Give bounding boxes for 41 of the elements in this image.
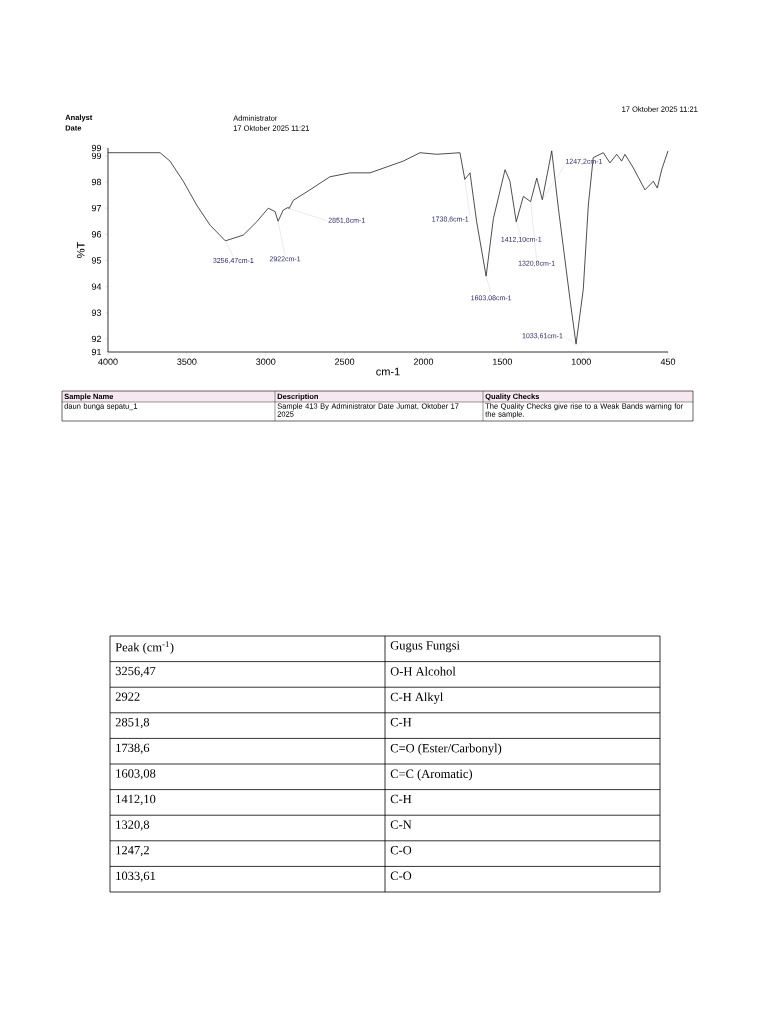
text: 1247,2 xyxy=(116,846,149,857)
text: C=C (Aromatic) xyxy=(390,769,473,781)
x-tick-label: 4000 xyxy=(98,358,118,365)
text: C-H xyxy=(390,718,412,727)
text: Gugus Fungsi xyxy=(390,641,460,653)
text: 1033,61 xyxy=(116,871,156,882)
text: Peak (cm$^{-1}$) xyxy=(115,641,174,654)
y-tick-label: 99 xyxy=(91,152,102,160)
text: 2922 xyxy=(115,692,140,701)
y-tick-label: 93 xyxy=(91,309,102,316)
text: 1412,10 xyxy=(116,794,156,806)
y-tick-label: 98 xyxy=(91,178,102,186)
text: C-N xyxy=(390,820,412,829)
text: C-O xyxy=(390,871,412,881)
x-tick-label: 1500 xyxy=(493,358,513,365)
y-tick-label: 95 xyxy=(91,257,102,264)
x-tick-label: 2500 xyxy=(335,358,355,365)
text: 1320,8 xyxy=(116,820,150,831)
x-tick-label: 450 xyxy=(660,358,676,365)
y-tick-label: 99 xyxy=(91,144,102,152)
text: 1603,08 xyxy=(116,769,156,780)
text: 3256,47 xyxy=(115,666,156,678)
text: O-H Alcohol xyxy=(390,666,456,676)
text: 2851,8 xyxy=(115,718,150,729)
y-tick-label: 92 xyxy=(91,335,101,343)
text: C-H Alkyl xyxy=(390,692,444,704)
text: C=O (Ester/Carbonyl) xyxy=(390,743,502,755)
y-tick-label: 91 xyxy=(91,348,102,356)
text: C-H xyxy=(390,794,412,804)
y-tick-label: 97 xyxy=(91,204,101,212)
x-tick-label: 3500 xyxy=(177,358,197,365)
x-tick-label: 3000 xyxy=(256,358,276,365)
x-axis-title: cm-1 xyxy=(376,367,400,376)
y-tick-label: 94 xyxy=(91,283,102,290)
text: 1738,6 xyxy=(116,743,150,754)
line-series xyxy=(107,150,669,345)
x-tick-label: 2000 xyxy=(413,358,434,365)
y-tick-label: 96 xyxy=(91,231,102,238)
text: C-O xyxy=(390,846,412,855)
x-tick-label: 1000 xyxy=(571,358,591,365)
y-axis-title: %T xyxy=(76,242,85,258)
